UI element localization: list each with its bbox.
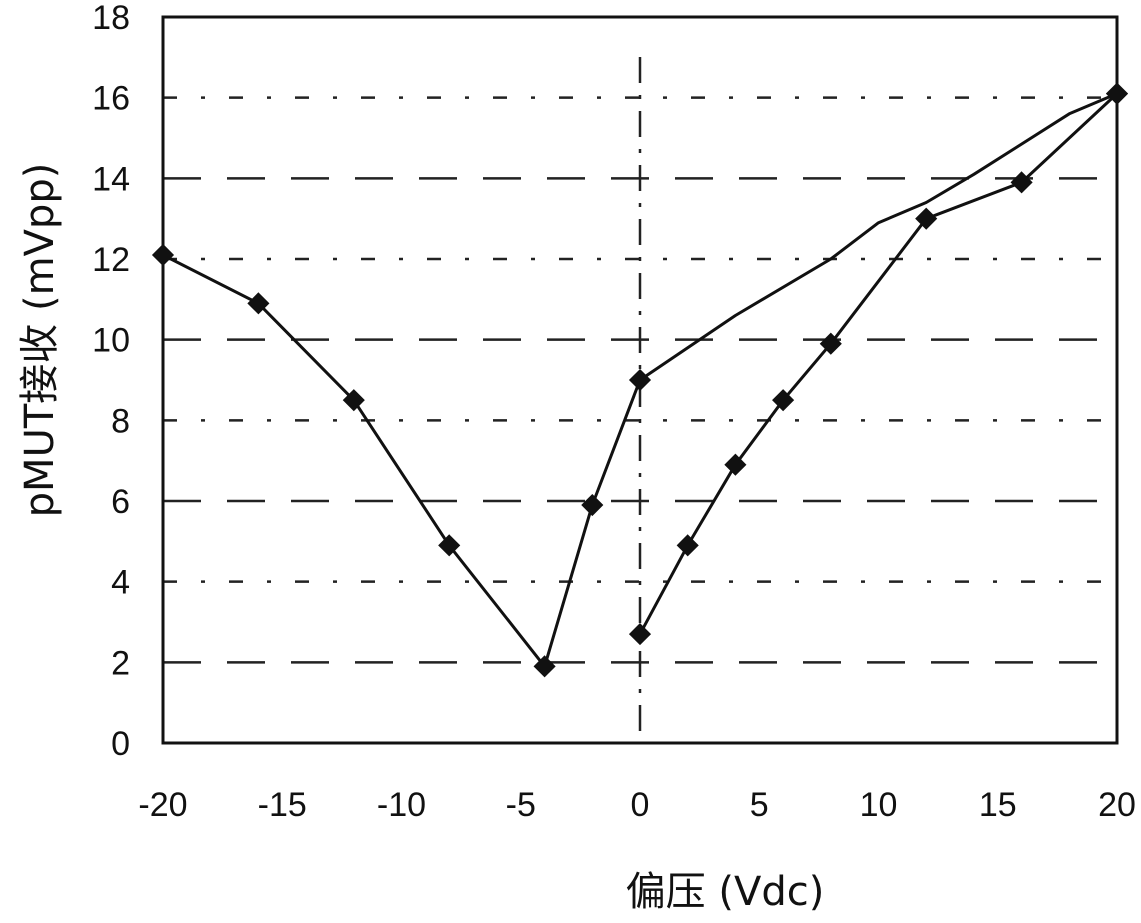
y-tick-label: 16: [92, 80, 130, 118]
data-point-marker: [582, 495, 602, 515]
x-tick-label: -20: [138, 786, 187, 824]
x-axis-title: 偏压 (Vdc): [626, 869, 825, 915]
x-tick-label: 5: [750, 786, 769, 824]
x-tick-labels: -20 -15 -10 -5 0 5 10 15 20: [138, 786, 1135, 824]
y-tick-label: 10: [92, 322, 130, 360]
series-line-2: [640, 94, 1117, 635]
data-point-marker: [678, 535, 698, 555]
y-tick-label: 14: [92, 160, 130, 198]
x-tick-label: 10: [860, 786, 898, 824]
y-tick-label: 0: [111, 725, 130, 763]
y-tick-label: 8: [111, 402, 130, 440]
y-axis-title: pMUT接收 (mVpp): [17, 163, 63, 518]
y-tick-labels: 0 2 4 6 8 10 12 14 16 18: [92, 0, 130, 763]
x-tick-label: -10: [377, 786, 426, 824]
data-point-marker: [630, 370, 650, 390]
x-tick-label: 15: [979, 786, 1017, 824]
data-point-marker: [630, 624, 650, 644]
y-tick-label: 6: [111, 483, 130, 521]
x-tick-label: 0: [631, 786, 650, 824]
x-tick-label: 20: [1098, 786, 1136, 824]
x-tick-label: -15: [258, 786, 307, 824]
data-point-marker: [153, 245, 173, 265]
y-tick-label: 4: [111, 564, 130, 602]
x-tick-label: -5: [506, 786, 536, 824]
y-tick-label: 18: [92, 0, 130, 37]
y-tick-label: 12: [92, 241, 130, 279]
y-tick-label: 2: [111, 644, 130, 682]
